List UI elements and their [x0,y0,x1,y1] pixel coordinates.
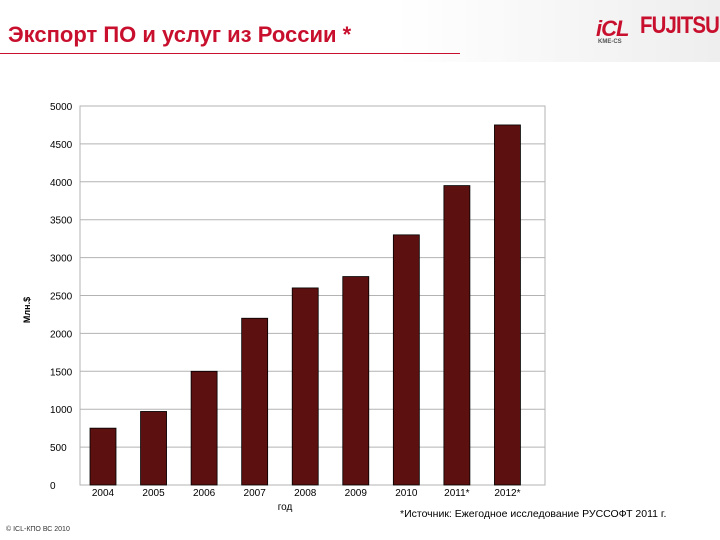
y-tick-label: 5000 [50,102,73,113]
y-tick-label: 500 [50,443,67,454]
bar [291,287,319,486]
bar [140,411,167,486]
icl-logo-text: iCL [596,16,629,41]
bar [392,234,420,486]
x-tick-label: 2008 [294,488,317,499]
y-tick-label: 2500 [50,292,73,303]
title-underline [0,53,460,54]
copyright-footer: © ICL-КПО ВС 2010 [6,526,70,533]
bar [443,185,471,486]
bar [241,317,269,486]
y-tick-label: 4000 [50,178,73,189]
y-tick-label: 4500 [50,140,73,151]
icl-logo-subtext: KME-CS [598,39,622,45]
bar [89,427,117,486]
header-band [0,0,720,62]
bar [342,276,370,486]
y-tick-label: 2000 [50,329,73,340]
x-tick-label: 2004 [92,488,115,499]
x-axis-label: год [278,502,293,513]
x-tick-label: 2010 [395,488,418,499]
y-axis-label: Млн.$ [22,297,32,323]
x-tick-label: 2011* [444,488,470,499]
bar [190,370,218,486]
y-tick-label: 1500 [50,367,73,378]
page-title: Экспорт ПО и услуг из России * [8,22,352,47]
y-tick-label: 1000 [50,405,73,416]
y-tick-label: 3500 [50,216,73,227]
x-tick-label: 2007 [244,488,267,499]
x-tick-label: 2005 [142,488,165,499]
x-tick-label: 2009 [345,488,368,499]
y-tick-label: 0 [50,481,56,492]
icl-logo: iCL KME-CS [596,16,632,46]
fujitsu-logo: FUJITSU [640,12,720,39]
bar [494,124,521,486]
y-tick-label: 3000 [50,254,73,265]
source-note: *Источник: Ежегодное исследование РУССОФ… [400,508,667,520]
x-tick-label: 2012* [494,488,520,499]
x-tick-label: 2006 [193,488,216,499]
